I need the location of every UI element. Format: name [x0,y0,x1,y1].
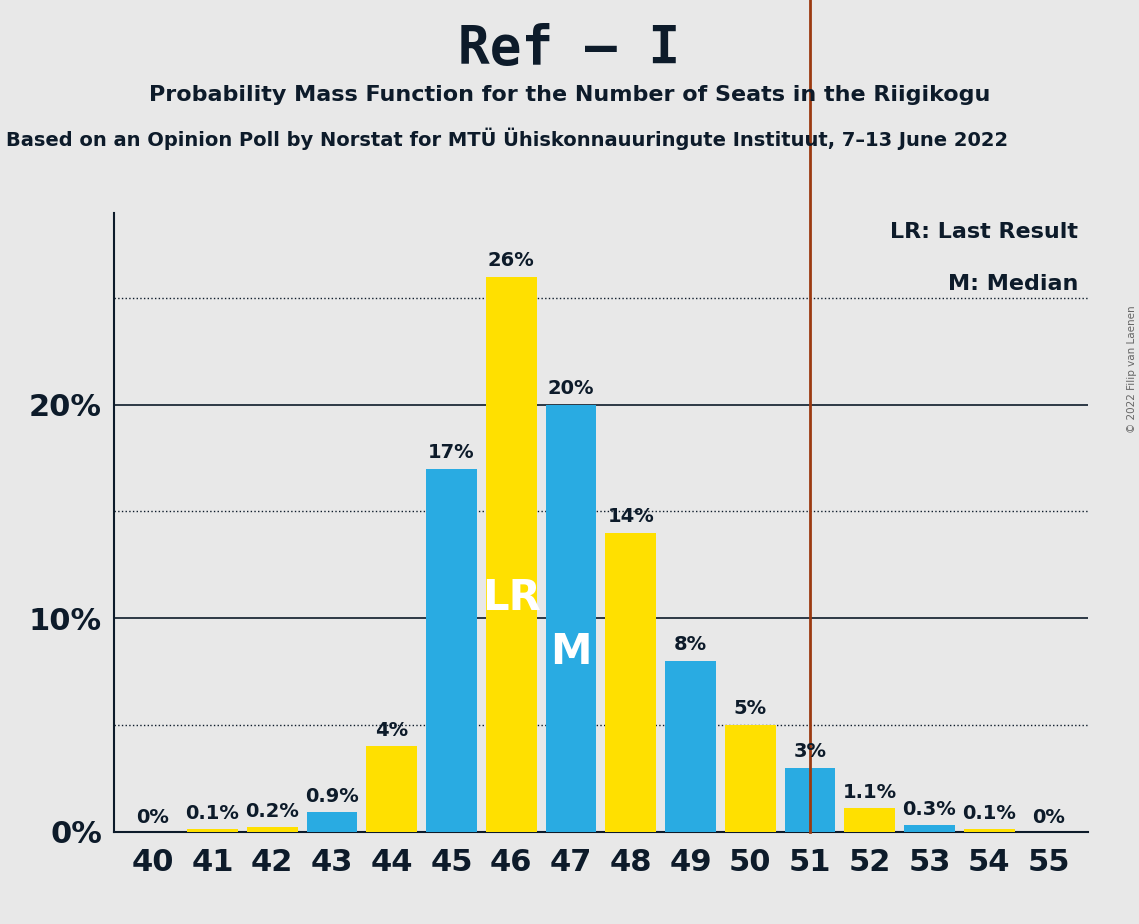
Text: 5%: 5% [734,699,767,719]
Bar [247,827,297,832]
Text: M: Median: M: Median [948,274,1077,295]
Bar [187,830,238,832]
Text: 26%: 26% [487,251,534,270]
Text: 0%: 0% [1032,808,1065,827]
Text: 17%: 17% [428,444,475,462]
Bar [367,747,417,832]
Bar [785,768,835,832]
Bar [844,808,895,832]
Text: Based on an Opinion Poll by Norstat for MTÜ Ühiskonnauuringute Instituut, 7–13 J: Based on an Opinion Poll by Norstat for … [6,128,1008,150]
Text: © 2022 Filip van Laenen: © 2022 Filip van Laenen [1126,306,1137,433]
Text: 0.9%: 0.9% [305,787,359,806]
Bar [904,825,954,832]
Text: 1.1%: 1.1% [843,783,896,802]
Text: M: M [550,631,591,674]
Bar [306,812,358,832]
Text: 14%: 14% [607,507,654,527]
Bar [665,661,715,832]
Text: 0.1%: 0.1% [186,804,239,823]
Text: LR: Last Result: LR: Last Result [890,222,1077,242]
Text: Ref – I: Ref – I [458,23,681,75]
Text: 0.2%: 0.2% [245,802,300,821]
Text: LR: LR [482,578,541,619]
Bar [426,468,477,832]
Text: 4%: 4% [375,721,408,740]
Bar [546,405,597,832]
Bar [964,830,1015,832]
Text: 20%: 20% [548,379,595,398]
Text: Probability Mass Function for the Number of Seats in the Riigikogu: Probability Mass Function for the Number… [149,85,990,105]
Text: 0.3%: 0.3% [902,800,957,819]
Bar [605,533,656,832]
Text: 0.1%: 0.1% [962,804,1016,823]
Bar [486,276,536,832]
Bar [724,724,776,832]
Text: 0%: 0% [137,808,170,827]
Text: 3%: 3% [794,742,827,761]
Text: 8%: 8% [674,636,707,654]
